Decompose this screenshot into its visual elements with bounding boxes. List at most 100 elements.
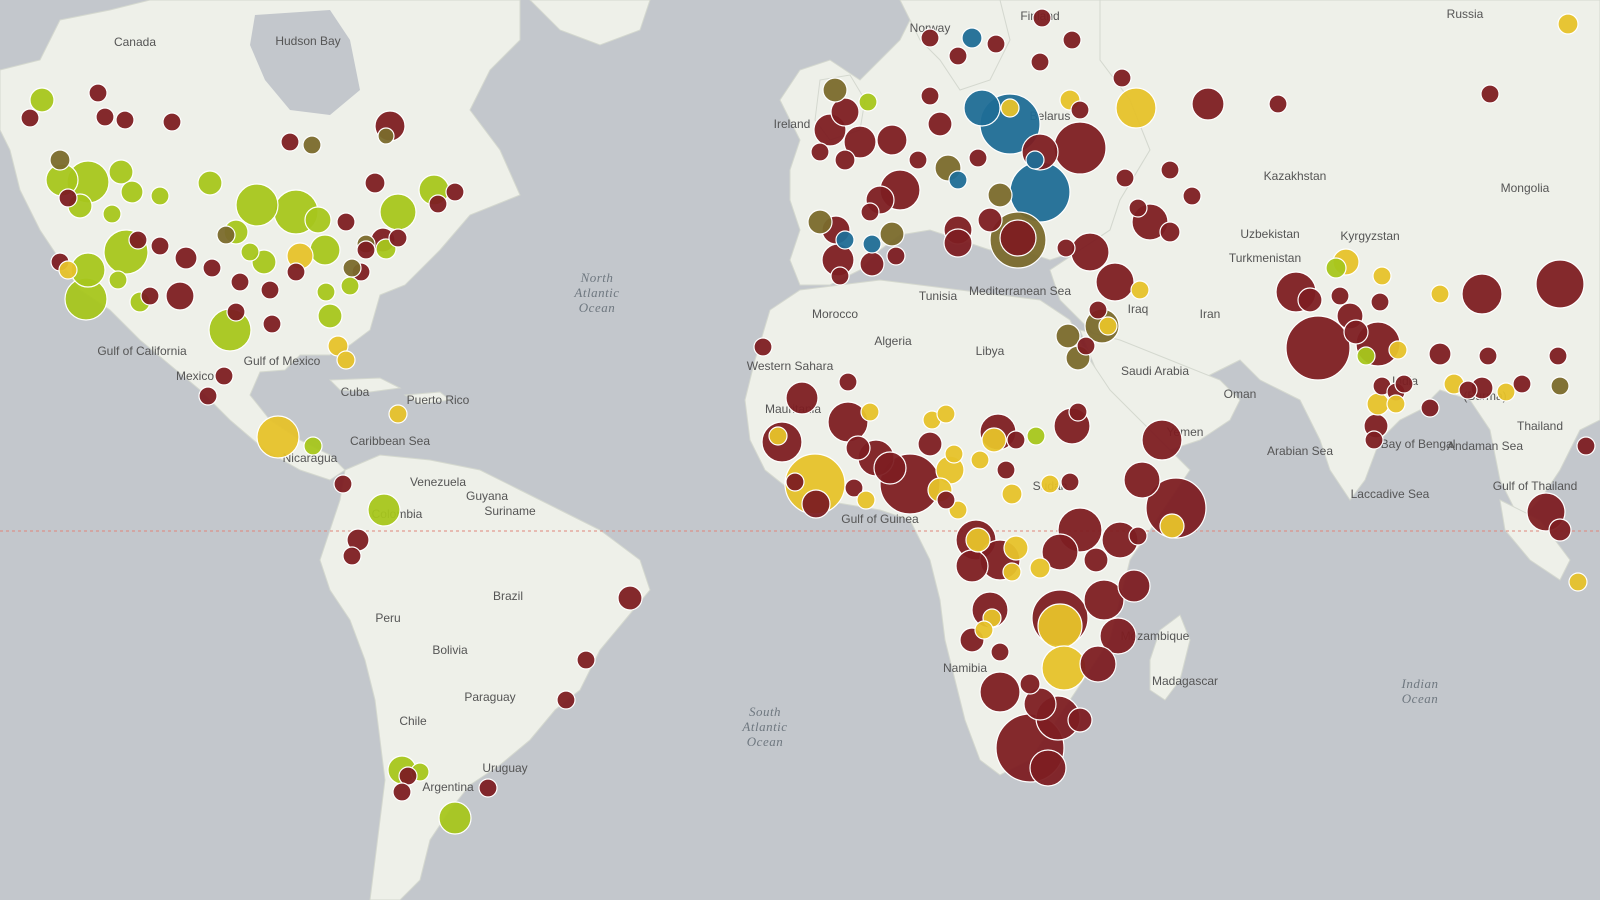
map-marker-dark-red[interactable] xyxy=(1029,749,1067,787)
map-marker-yellow[interactable] xyxy=(944,444,964,464)
map-marker-dark-red[interactable] xyxy=(214,366,234,386)
map-marker-yellow[interactable] xyxy=(970,450,990,470)
map-marker-yellow[interactable] xyxy=(1001,483,1023,505)
map-marker-dark-red[interactable] xyxy=(1076,336,1096,356)
map-marker-dark-red[interactable] xyxy=(95,107,115,127)
map-marker-dark-red[interactable] xyxy=(1394,374,1414,394)
map-marker-yellow[interactable] xyxy=(1568,572,1588,592)
map-marker-dark-red[interactable] xyxy=(1088,300,1108,320)
map-marker-dark-red[interactable] xyxy=(1548,518,1572,542)
map-marker-dark-red[interactable] xyxy=(1370,292,1390,312)
map-marker-yellow[interactable] xyxy=(1098,316,1118,336)
map-marker-yellow[interactable] xyxy=(1388,340,1408,360)
map-marker-dark-red[interactable] xyxy=(838,372,858,392)
map-marker-dark-red[interactable] xyxy=(943,228,973,258)
map-marker-dark-red[interactable] xyxy=(1041,533,1079,571)
map-marker-dark-red[interactable] xyxy=(140,286,160,306)
map-marker-dark-red[interactable] xyxy=(999,219,1037,257)
map-marker-olive[interactable] xyxy=(822,77,848,103)
map-marker-yellow[interactable] xyxy=(856,490,876,510)
map-marker-dark-red[interactable] xyxy=(1512,374,1532,394)
map-marker-yellow[interactable] xyxy=(1557,13,1579,35)
map-marker-dark-red[interactable] xyxy=(398,766,418,786)
map-marker-yellow[interactable] xyxy=(58,260,78,280)
map-marker-dark-red[interactable] xyxy=(1070,232,1110,272)
map-marker-dark-red[interactable] xyxy=(785,381,819,415)
map-marker-yellow-green[interactable] xyxy=(317,303,343,329)
map-marker-yellow[interactable] xyxy=(860,402,880,422)
map-marker-dark-red[interactable] xyxy=(886,246,906,266)
map-marker-yellow[interactable] xyxy=(1037,603,1083,649)
marker-layer[interactable] xyxy=(20,8,1596,835)
map-marker-dark-red[interactable] xyxy=(336,212,356,232)
map-marker-dark-red[interactable] xyxy=(1068,402,1088,422)
map-marker-dark-red[interactable] xyxy=(1067,707,1093,733)
map-marker-olive[interactable] xyxy=(216,225,236,245)
map-marker-dark-red[interactable] xyxy=(873,451,907,485)
map-marker-blue[interactable] xyxy=(961,27,983,49)
map-marker-dark-red[interactable] xyxy=(990,642,1010,662)
map-marker-dark-red[interactable] xyxy=(150,236,170,256)
map-marker-dark-red[interactable] xyxy=(556,690,576,710)
map-marker-dark-red[interactable] xyxy=(948,46,968,66)
map-marker-dark-red[interactable] xyxy=(1060,472,1080,492)
map-marker-dark-red[interactable] xyxy=(1117,569,1151,603)
map-marker-dark-red[interactable] xyxy=(1070,100,1090,120)
map-marker-dark-red[interactable] xyxy=(1141,419,1183,461)
map-marker-yellow[interactable] xyxy=(1003,535,1029,561)
map-marker-dark-red[interactable] xyxy=(88,83,108,103)
map-marker-dark-red[interactable] xyxy=(843,125,877,159)
map-marker-dark-red[interactable] xyxy=(1548,346,1568,366)
map-marker-dark-red[interactable] xyxy=(286,262,306,282)
map-marker-dark-red[interactable] xyxy=(364,172,386,194)
map-marker-dark-red[interactable] xyxy=(478,778,498,798)
map-marker-yellow[interactable] xyxy=(1041,645,1087,691)
map-marker-dark-red[interactable] xyxy=(392,782,412,802)
map-marker-yellow[interactable] xyxy=(1366,392,1390,416)
map-marker-dark-red[interactable] xyxy=(1083,579,1125,621)
map-marker-dark-red[interactable] xyxy=(1191,87,1225,121)
map-marker-dark-red[interactable] xyxy=(1056,238,1076,258)
map-marker-yellow[interactable] xyxy=(1002,562,1022,582)
map-marker-dark-red[interactable] xyxy=(801,489,831,519)
map-marker-dark-red[interactable] xyxy=(844,478,864,498)
map-marker-dark-red[interactable] xyxy=(1099,617,1137,655)
map-marker-dark-red[interactable] xyxy=(20,108,40,128)
map-marker-dark-red[interactable] xyxy=(128,230,148,250)
map-marker-yellow-green[interactable] xyxy=(108,159,134,185)
map-marker-yellow[interactable] xyxy=(974,620,994,640)
map-marker-dark-red[interactable] xyxy=(58,188,78,208)
map-marker-yellow-green[interactable] xyxy=(303,436,323,456)
map-marker-dark-red[interactable] xyxy=(165,281,195,311)
map-marker-dark-red[interactable] xyxy=(1159,221,1181,243)
map-marker-dark-red[interactable] xyxy=(202,258,222,278)
map-marker-dark-red[interactable] xyxy=(617,585,643,611)
map-marker-dark-red[interactable] xyxy=(576,650,596,670)
map-marker-dark-red[interactable] xyxy=(162,112,182,132)
map-marker-yellow-green[interactable] xyxy=(1325,257,1347,279)
map-marker-dark-red[interactable] xyxy=(845,435,871,461)
map-marker-olive[interactable] xyxy=(1055,323,1081,349)
map-marker-yellow[interactable] xyxy=(1386,394,1406,414)
map-marker-dark-red[interactable] xyxy=(1079,645,1117,683)
map-marker-dark-red[interactable] xyxy=(785,472,805,492)
map-marker-yellow[interactable] xyxy=(936,404,956,424)
map-marker-yellow-green[interactable] xyxy=(240,242,260,262)
map-marker-yellow[interactable] xyxy=(1159,513,1185,539)
map-marker-dark-red[interactable] xyxy=(1053,121,1107,175)
map-marker-dark-red[interactable] xyxy=(226,302,246,322)
map-marker-blue[interactable] xyxy=(948,170,968,190)
map-marker-yellow[interactable] xyxy=(1430,284,1450,304)
map-marker-dark-red[interactable] xyxy=(753,337,773,357)
map-marker-yellow-green[interactable] xyxy=(150,186,170,206)
map-marker-dark-red[interactable] xyxy=(1006,430,1026,450)
map-marker-yellow[interactable] xyxy=(1029,557,1051,579)
map-marker-dark-red[interactable] xyxy=(936,490,956,510)
map-marker-dark-red[interactable] xyxy=(830,266,850,286)
map-marker-dark-red[interactable] xyxy=(262,314,282,334)
map-marker-yellow-green[interactable] xyxy=(235,183,279,227)
map-marker-yellow[interactable] xyxy=(388,404,408,424)
map-marker-yellow-green[interactable] xyxy=(108,270,128,290)
map-marker-dark-red[interactable] xyxy=(1461,273,1503,315)
